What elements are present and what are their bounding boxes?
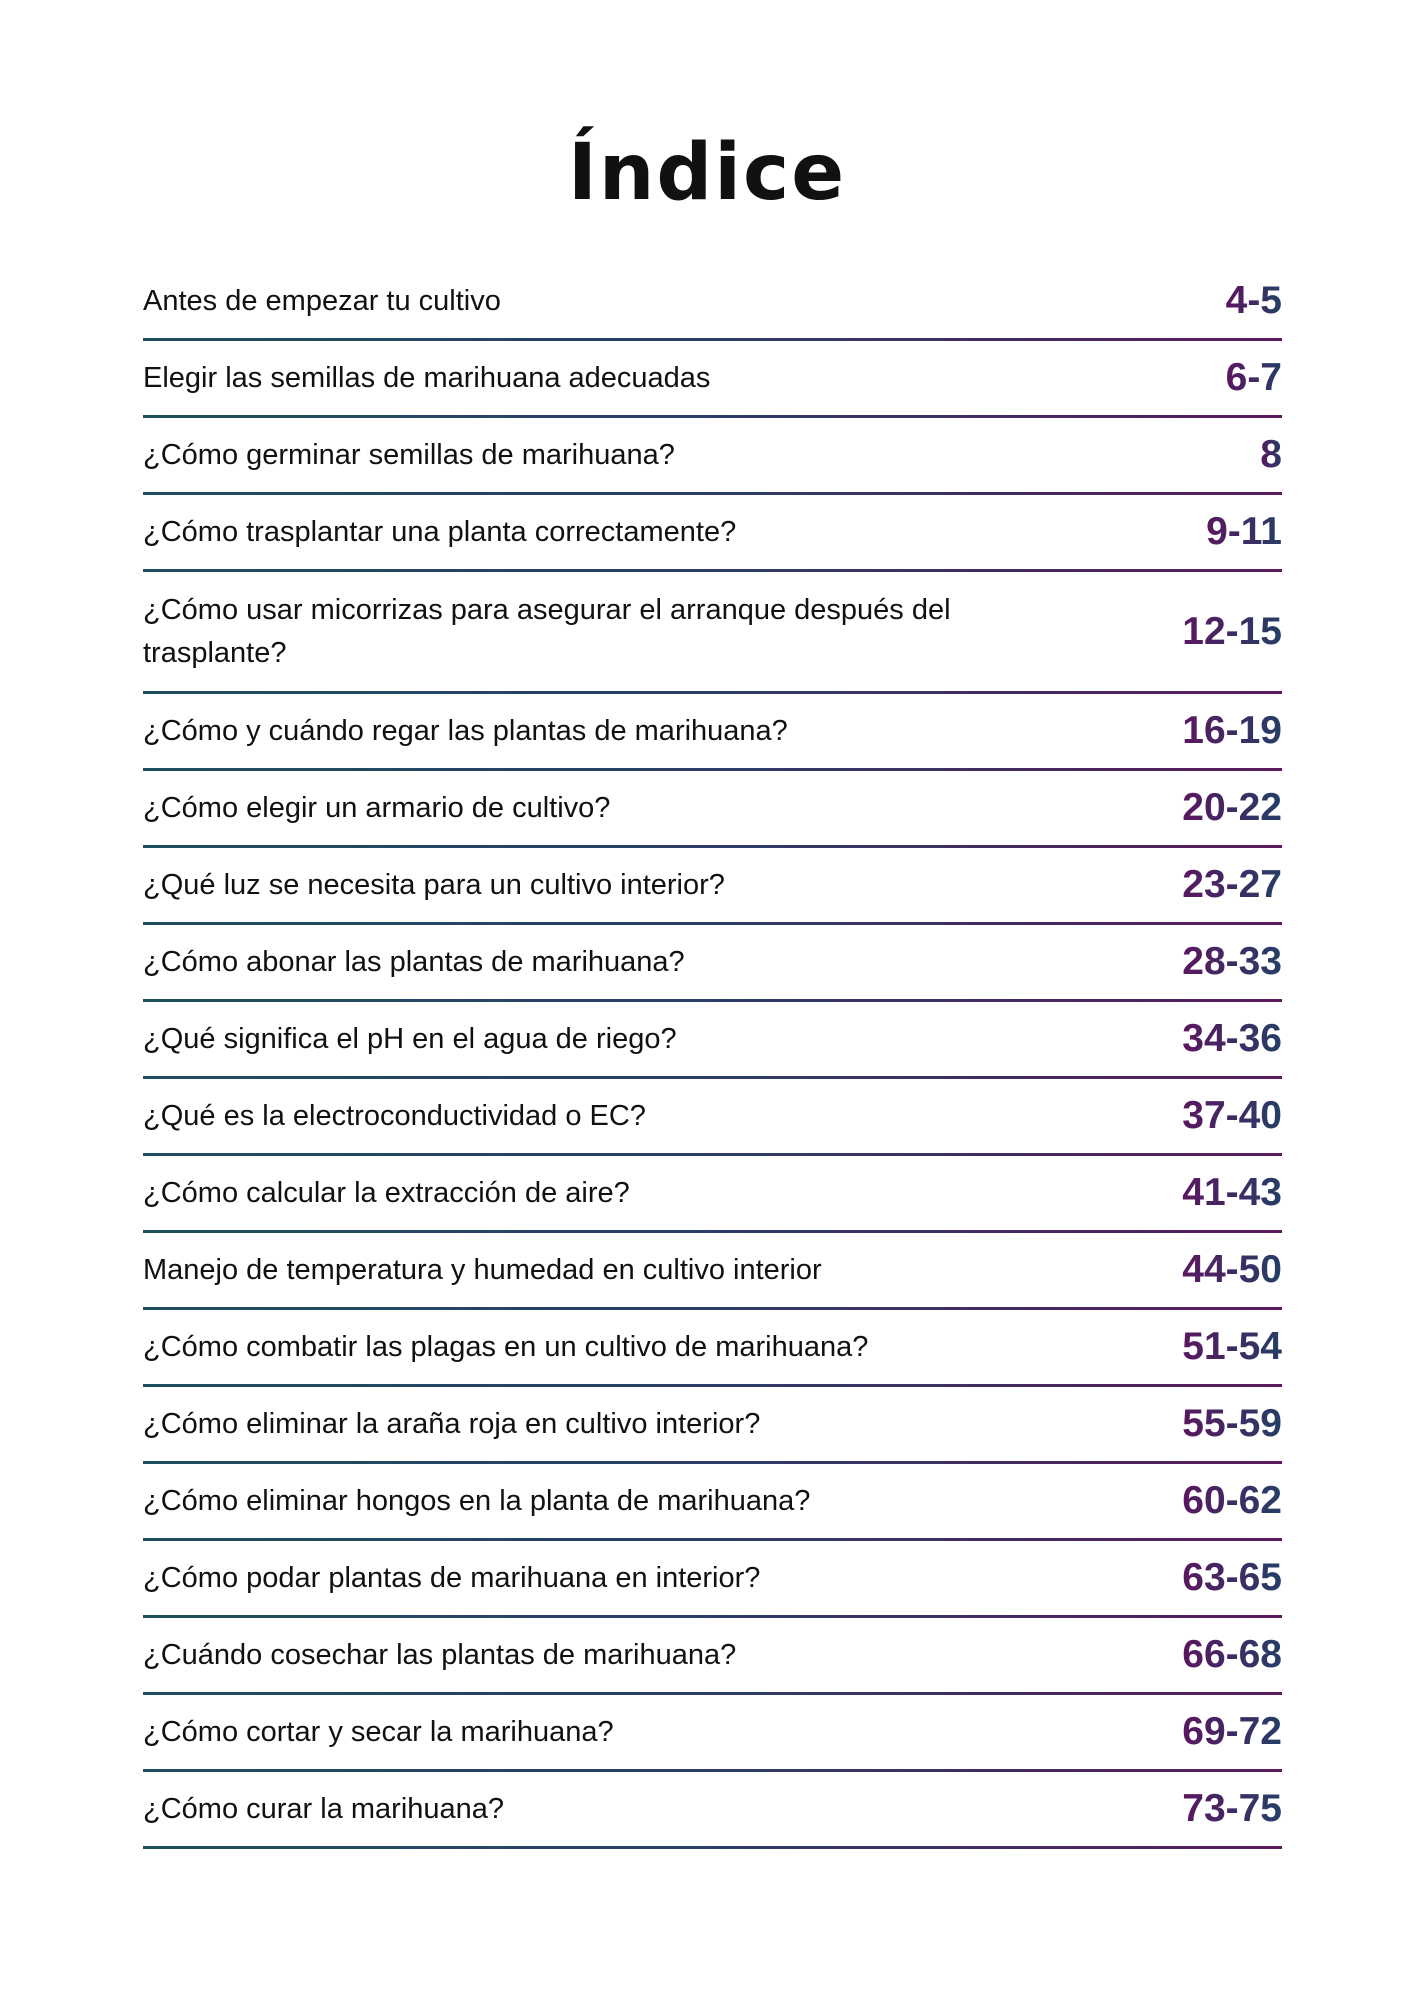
toc-entry[interactable]: ¿Cómo calcular la extracción de aire? 41-… <box>143 1156 1282 1233</box>
toc-entry-pages: 63-65 <box>1182 1556 1282 1599</box>
toc-entry-title: ¿Cómo trasplantar una planta correctamen… <box>143 515 737 548</box>
toc-entry[interactable]: ¿Cuándo cosechar las plantas de marihuan… <box>143 1618 1282 1695</box>
toc-entry-pages: 41-43 <box>1182 1171 1282 1214</box>
toc-entry-title: ¿Cómo elegir un armario de cultivo? <box>143 791 611 824</box>
toc-entry-title: ¿Cómo combatir las plagas en un cultivo … <box>143 1330 869 1363</box>
toc-entry-title: ¿Cómo cortar y secar la marihuana? <box>143 1715 614 1748</box>
toc-entry-pages: 55-59 <box>1182 1402 1282 1445</box>
toc-entry-pages: 34-36 <box>1182 1017 1282 1060</box>
toc-entry-pages: 20-22 <box>1182 786 1282 829</box>
toc-entry[interactable]: Antes de empezar tu cultivo 4-5 <box>143 264 1282 341</box>
toc-entry-pages: 73-75 <box>1182 1787 1282 1830</box>
toc-entry[interactable]: ¿Cómo cortar y secar la marihuana? 69-72 <box>143 1695 1282 1772</box>
toc-entry-title: ¿Cómo abonar las plantas de marihuana? <box>143 945 685 978</box>
toc-entry-pages: 60-62 <box>1182 1479 1282 1522</box>
toc-entry[interactable]: ¿Qué significa el pH en el agua de riego… <box>143 1002 1282 1079</box>
toc-entry-pages: 69-72 <box>1182 1710 1282 1753</box>
toc-entry[interactable]: ¿Cómo usar micorrizas para asegurar el a… <box>143 572 1282 694</box>
toc-entry[interactable]: Manejo de temperatura y humedad en culti… <box>143 1233 1282 1310</box>
toc-entry-title: ¿Qué luz se necesita para un cultivo int… <box>143 868 725 901</box>
toc-entry[interactable]: ¿Cómo trasplantar una planta correctamen… <box>143 495 1282 572</box>
toc-entry-pages: 37-40 <box>1182 1094 1282 1137</box>
toc-entry-title: ¿Cómo curar la marihuana? <box>143 1792 505 1825</box>
toc-entry[interactable]: ¿Qué es la electroconductividad o EC? 37-… <box>143 1079 1282 1156</box>
toc-entry-title: Elegir las semillas de marihuana adecuad… <box>143 361 711 394</box>
toc-entry[interactable]: Elegir las semillas de marihuana adecuad… <box>143 341 1282 418</box>
toc-entry[interactable]: ¿Cómo y cuándo regar las plantas de mari… <box>143 694 1282 771</box>
toc-entry-title: Antes de empezar tu cultivo <box>143 284 501 317</box>
toc-entry[interactable]: ¿Cómo abonar las plantas de marihuana? 28… <box>143 925 1282 1002</box>
toc-entry-pages: 9-11 <box>1206 510 1282 553</box>
toc-entry-title: Manejo de temperatura y humedad en culti… <box>143 1253 822 1286</box>
toc-entry-pages: 8 <box>1260 433 1282 476</box>
toc-entry[interactable]: ¿Cómo curar la marihuana? 73-75 <box>143 1772 1282 1849</box>
toc-entry-title: ¿Cómo y cuándo regar las plantas de mari… <box>143 714 788 747</box>
toc-entry-pages: 6-7 <box>1225 356 1282 399</box>
toc-entry[interactable]: ¿Cómo germinar semillas de marihuana? 8 <box>143 418 1282 495</box>
toc-entry-title: ¿Cómo usar micorrizas para asegurar el a… <box>143 593 951 669</box>
toc-entry-title: ¿Cómo germinar semillas de marihuana? <box>143 438 675 471</box>
toc-entry-pages: 44-50 <box>1182 1248 1282 1291</box>
toc-entry-pages: 12-15 <box>1182 609 1282 653</box>
toc-entry[interactable]: ¿Cómo elegir un armario de cultivo? 20-22 <box>143 771 1282 848</box>
toc-entry-title: ¿Cómo calcular la extracción de aire? <box>143 1176 630 1209</box>
table-of-contents: Antes de empezar tu cultivo 4-5 Elegir las… <box>143 264 1282 1849</box>
toc-entry-pages: 66-68 <box>1182 1633 1282 1676</box>
toc-entry[interactable]: ¿Cómo eliminar la araña roja en cultivo … <box>143 1387 1282 1464</box>
toc-entry[interactable]: ¿Cómo podar plantas de marihuana en inte… <box>143 1541 1282 1618</box>
toc-entry-pages: 28-33 <box>1182 940 1282 983</box>
toc-entry-pages: 23-27 <box>1182 863 1282 906</box>
toc-entry[interactable]: ¿Cómo eliminar hongos en la planta de ma… <box>143 1464 1282 1541</box>
toc-entry-title: ¿Cuándo cosechar las plantas de marihuan… <box>143 1638 737 1671</box>
toc-entry-title: ¿Cómo eliminar hongos en la planta de ma… <box>143 1484 811 1517</box>
toc-entry[interactable]: ¿Cómo combatir las plagas en un cultivo … <box>143 1310 1282 1387</box>
toc-entry-pages: 16-19 <box>1182 709 1282 752</box>
toc-entry[interactable]: ¿Qué luz se necesita para un cultivo int… <box>143 848 1282 925</box>
toc-entry-title: ¿Qué significa el pH en el agua de riego… <box>143 1022 677 1055</box>
toc-entry-title: ¿Qué es la electroconductividad o EC? <box>143 1099 646 1132</box>
page-title: Índice <box>567 128 847 218</box>
toc-entry-pages: 51-54 <box>1182 1325 1282 1368</box>
toc-entry-pages: 4-5 <box>1225 279 1282 322</box>
toc-entry-title: ¿Cómo podar plantas de marihuana en inte… <box>143 1561 761 1594</box>
toc-entry-title: ¿Cómo eliminar la araña roja en cultivo … <box>143 1407 761 1440</box>
